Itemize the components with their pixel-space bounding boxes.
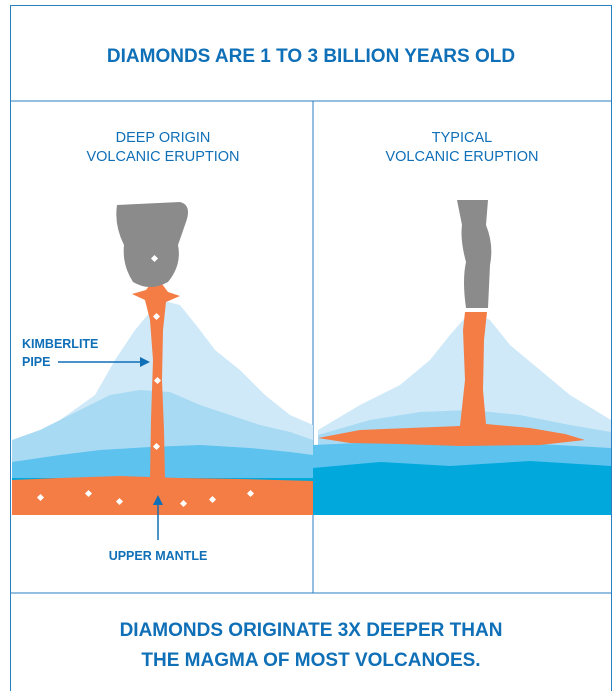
panel-heading: VOLCANIC ERUPTION: [385, 149, 538, 165]
title: DIAMONDS ARE 1 TO 3 BILLION YEARS OLD: [107, 46, 515, 67]
label: UPPER MANTLE: [109, 549, 208, 563]
diagram: DIAMONDS ARE 1 TO 3 BILLION YEARS OLD DE…: [0, 0, 613, 691]
footer: THE MAGMA OF MOST VOLCANOES.: [141, 650, 480, 671]
panel-heading: DEEP ORIGIN: [116, 130, 211, 146]
panel-heading: TYPICAL: [432, 130, 492, 146]
footer: DIAMONDS ORIGINATE 3X DEEPER THAN: [120, 620, 503, 641]
label: PIPE: [22, 355, 51, 369]
deep-volcano: [12, 202, 313, 515]
panel-heading: VOLCANIC ERUPTION: [86, 149, 239, 165]
frame: [11, 6, 612, 691]
label: KIMBERLITE: [22, 337, 98, 351]
typical-volcano: [313, 200, 611, 515]
infographic: DIAMONDS ARE 1 TO 3 BILLION YEARS OLD DE…: [0, 0, 613, 691]
